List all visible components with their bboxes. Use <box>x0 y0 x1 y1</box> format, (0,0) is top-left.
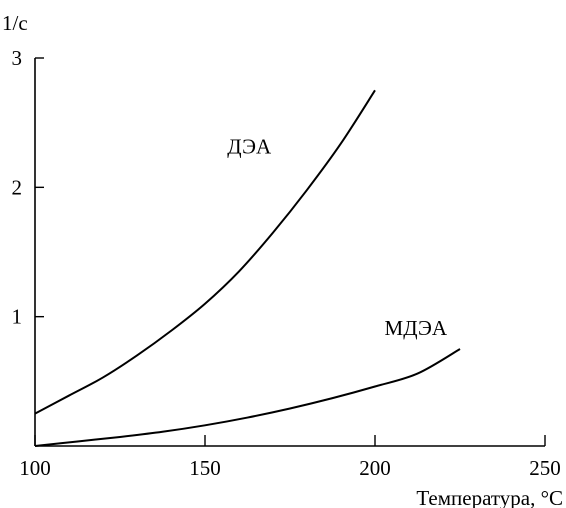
x-tick-label: 250 <box>529 456 561 480</box>
y-axis-label: 1/с <box>2 11 28 35</box>
y-tick-label: 2 <box>12 175 23 199</box>
series-label-dea: ДЭА <box>227 135 272 159</box>
x-tick-label: 200 <box>359 456 391 480</box>
ticks: 100 150 200 250 1 2 3 <box>12 46 561 480</box>
x-tick-label: 100 <box>19 456 51 480</box>
y-tick-label: 1 <box>12 305 23 329</box>
series-line-dea <box>34 89 376 415</box>
y-tick-label: 3 <box>12 46 23 70</box>
axes <box>34 58 545 447</box>
labels: 1/с Температура, °C <box>2 11 563 508</box>
series-line-mdea <box>34 348 461 447</box>
x-axis-label: Температура, °C <box>416 486 563 508</box>
series-group: ДЭА МДЭА <box>34 89 461 447</box>
x-tick-label: 150 <box>189 456 221 480</box>
series-label-mdea: МДЭА <box>385 316 448 340</box>
